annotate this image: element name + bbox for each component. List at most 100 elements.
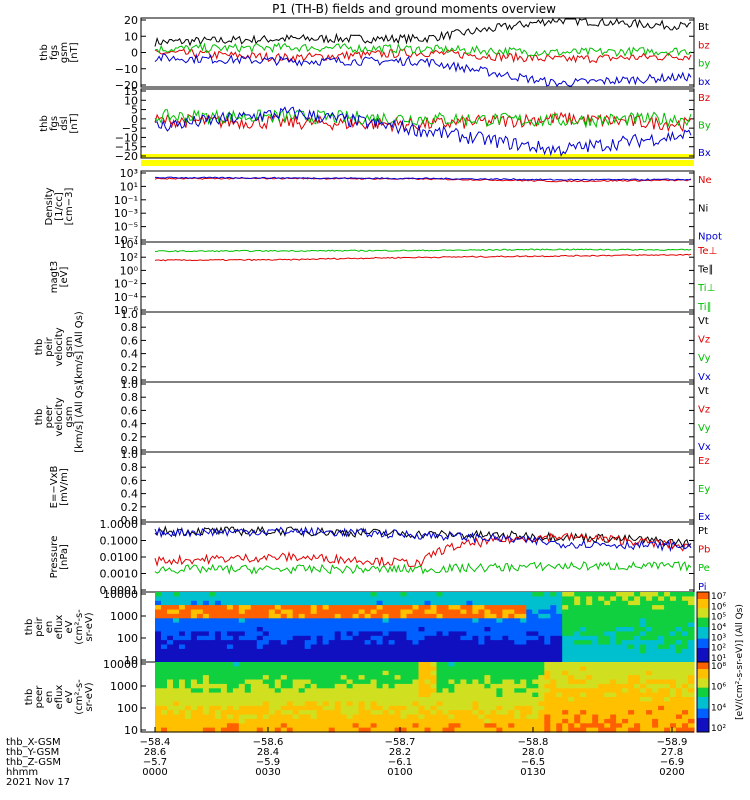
spectrogram-cell bbox=[454, 697, 461, 702]
spectrogram-cell bbox=[604, 679, 611, 685]
spectrogram-cell bbox=[442, 718, 450, 724]
spectrogram-cell bbox=[179, 662, 186, 667]
spectrogram-cell bbox=[430, 683, 438, 689]
spectrogram-cell bbox=[167, 640, 174, 646]
spectrogram-cell bbox=[568, 609, 575, 615]
spectrogram-cell bbox=[412, 662, 420, 667]
spectrogram-cell bbox=[430, 666, 438, 672]
spectrogram-cell bbox=[208, 653, 216, 659]
spectrogram-cell bbox=[167, 705, 174, 711]
spectrogram-cell bbox=[250, 692, 258, 698]
spectrogram-cell bbox=[196, 718, 204, 724]
spectrogram-cell bbox=[604, 688, 611, 694]
spectrogram-cell bbox=[682, 666, 689, 672]
spectrogram-cell bbox=[670, 640, 677, 646]
spectrogram-cell bbox=[382, 605, 390, 611]
spectrogram-cell bbox=[244, 627, 252, 632]
spectrogram-cell bbox=[274, 662, 282, 667]
spectrogram-cell bbox=[346, 714, 354, 720]
spectrogram-cell bbox=[352, 600, 360, 606]
spectrogram-cell bbox=[232, 714, 240, 720]
spectrogram-cell bbox=[508, 670, 515, 676]
spectrogram-cell bbox=[604, 640, 611, 646]
spectrogram-cell bbox=[388, 727, 396, 733]
spectrogram-cell bbox=[310, 618, 318, 624]
spectrogram-cell bbox=[364, 670, 372, 676]
spectrogram-cell bbox=[358, 714, 366, 720]
spectrogram-cell bbox=[634, 609, 641, 615]
spectrogram-cell bbox=[442, 635, 450, 641]
spectrogram-cell bbox=[562, 688, 569, 694]
spectrogram-cell bbox=[232, 697, 240, 702]
spectrogram-cell bbox=[592, 609, 599, 615]
spectrogram-cell bbox=[173, 723, 180, 729]
spectrogram-cell bbox=[532, 705, 539, 711]
spectrogram-cell bbox=[490, 723, 497, 729]
spectrogram-cell bbox=[556, 692, 563, 698]
spectrogram-cell bbox=[226, 692, 234, 698]
spectrogram-cell bbox=[514, 662, 521, 667]
spectrogram-cell bbox=[268, 648, 276, 654]
spectrogram-cell bbox=[250, 613, 258, 619]
spectrogram-cell bbox=[274, 718, 282, 724]
spectrogram-cell bbox=[502, 653, 509, 659]
spectrogram-cell bbox=[640, 600, 647, 606]
spectrogram-cell bbox=[436, 631, 444, 637]
spectrogram-cell bbox=[448, 727, 456, 733]
spectrogram-cell bbox=[232, 718, 240, 724]
spectrogram-cell bbox=[274, 701, 282, 707]
spectrogram-cell bbox=[604, 613, 611, 619]
spectrogram-cell bbox=[226, 714, 234, 720]
spectrogram-cell bbox=[460, 640, 467, 646]
spectrogram-cell bbox=[664, 657, 671, 663]
spectrogram-cell bbox=[454, 679, 461, 685]
spectrogram-cell bbox=[640, 675, 647, 681]
status-bar bbox=[141, 160, 694, 166]
spectrogram-cell bbox=[155, 613, 162, 619]
spectrogram-cell bbox=[262, 600, 270, 606]
spectrogram-cell bbox=[376, 692, 384, 698]
spectrogram-cell bbox=[550, 596, 557, 602]
spectrogram-cell bbox=[544, 666, 551, 672]
spectrogram-cell bbox=[484, 683, 491, 689]
spectrogram-cell bbox=[370, 688, 378, 694]
spectrogram-cell bbox=[514, 596, 521, 602]
spectrogram-cell bbox=[484, 714, 491, 720]
spectrogram-cell bbox=[664, 675, 671, 681]
spectrogram-cell bbox=[412, 683, 420, 689]
spectrogram-cell bbox=[400, 653, 408, 659]
legend-entry: Ez bbox=[698, 456, 710, 467]
spectrogram-cell bbox=[220, 714, 228, 720]
y-tick-label: 0.0 bbox=[121, 374, 139, 387]
spectrogram-cell bbox=[334, 662, 342, 667]
spectrogram-cell bbox=[616, 697, 623, 702]
y-axis-label: thb bbox=[39, 44, 50, 61]
spectrogram-cell bbox=[220, 618, 228, 624]
spectrogram-cell bbox=[514, 670, 521, 676]
spectrogram-cell bbox=[586, 692, 593, 698]
spectrogram-cell bbox=[454, 727, 461, 733]
spectrogram-cell bbox=[406, 670, 414, 676]
spectrogram-cell bbox=[622, 640, 629, 646]
spectrogram-cell bbox=[574, 714, 581, 720]
spectrogram-cell bbox=[262, 679, 270, 685]
spectrogram-cell bbox=[586, 670, 593, 676]
spectrogram-cell bbox=[406, 727, 414, 733]
spectrogram-cell bbox=[364, 697, 372, 702]
spectrogram-cell bbox=[550, 640, 557, 646]
spectrogram-cell bbox=[244, 648, 252, 654]
spectrogram-cell bbox=[418, 592, 426, 597]
spectrogram-cell bbox=[460, 648, 467, 654]
spectrogram-cell bbox=[526, 666, 533, 672]
spectrogram-cell bbox=[316, 683, 324, 689]
spectrogram-cell bbox=[161, 666, 168, 672]
spectrogram-cell bbox=[196, 705, 204, 711]
y-tick-label: 0.0010 bbox=[100, 568, 139, 581]
spectrogram-cell bbox=[298, 697, 306, 702]
spectrogram-cell bbox=[478, 718, 485, 724]
spectrogram-cell bbox=[268, 697, 276, 702]
spectrogram-cell bbox=[280, 714, 288, 720]
spectrogram-cell bbox=[382, 618, 390, 624]
spectrogram-cell bbox=[268, 613, 276, 619]
spectrogram-cell bbox=[496, 657, 503, 663]
